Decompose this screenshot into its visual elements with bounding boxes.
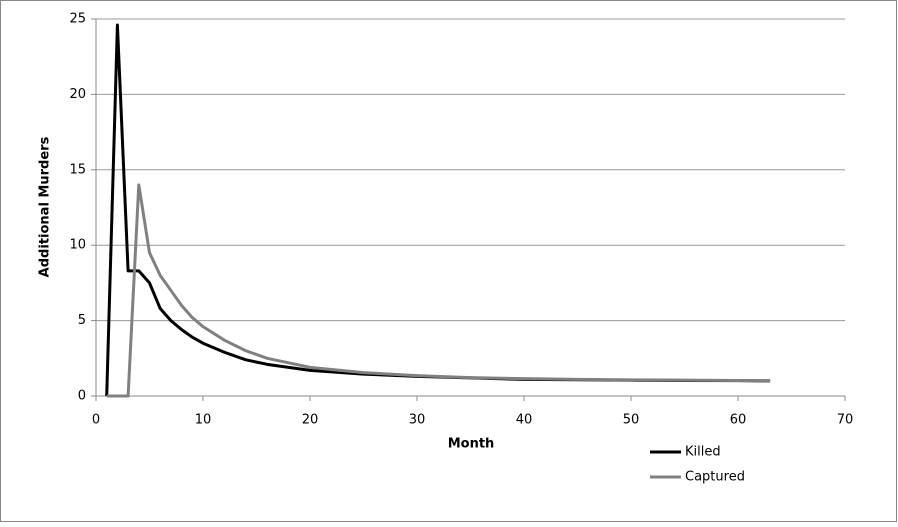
y-tick-label: 10: [69, 238, 86, 253]
legend-label: Captured: [685, 470, 745, 485]
x-axis-label: Month: [448, 437, 495, 452]
x-tick-label: 40: [516, 413, 533, 428]
legend-label: Killed: [685, 445, 721, 460]
y-axis-label: Additional Murders: [38, 136, 53, 277]
x-tick-label: 70: [837, 413, 854, 428]
x-tick-label: 0: [92, 413, 100, 428]
y-tick-label: 20: [69, 87, 86, 102]
x-tick-label: 60: [730, 413, 747, 428]
y-tick-label: 0: [78, 389, 86, 404]
y-tick-label: 25: [69, 12, 86, 27]
x-tick-label: 10: [195, 413, 212, 428]
y-tick-label: 5: [78, 313, 86, 328]
x-tick-label: 20: [302, 413, 319, 428]
x-tick-label: 30: [409, 413, 426, 428]
y-tick-label: 15: [69, 162, 86, 177]
x-tick-label: 50: [623, 413, 640, 428]
series-line: [106, 183, 771, 398]
